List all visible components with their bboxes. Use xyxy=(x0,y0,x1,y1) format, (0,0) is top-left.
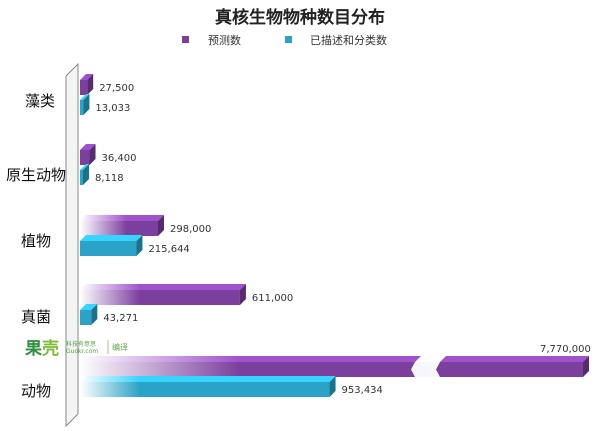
data-label: 27,500 xyxy=(99,83,134,94)
category-label: 动物 xyxy=(21,382,51,400)
chart-title: 真核生物物种数目分布 xyxy=(215,7,385,28)
watermark: 果壳 科技有意思 Guokr.com 编译 xyxy=(25,338,128,359)
data-label: 7,770,000 xyxy=(540,344,591,355)
bar-predicted xyxy=(80,356,589,377)
data-labels-group: 27,500 13,033 36,400 8,118 298,000 215,644 611… xyxy=(95,83,591,396)
bar-predicted xyxy=(80,74,94,95)
category-label: 植物 xyxy=(21,232,51,250)
data-label: 215,644 xyxy=(148,244,189,255)
bars-group xyxy=(80,74,589,397)
bar-described xyxy=(80,304,98,325)
data-label: 298,000 xyxy=(170,224,211,235)
data-label: 13,033 xyxy=(95,103,130,114)
axis-wall xyxy=(65,62,79,428)
legend-swatch-described xyxy=(285,36,292,43)
category-label: 藻类 xyxy=(25,92,55,110)
bar-described xyxy=(80,235,143,256)
watermark-sub2: Guokr.com xyxy=(66,348,98,355)
legend-label-predicted: 预测数 xyxy=(208,34,241,47)
data-label: 611,000 xyxy=(252,293,293,304)
bar-predicted xyxy=(80,284,246,305)
bar-described xyxy=(80,164,89,185)
legend-label-described: 已描述和分类数 xyxy=(310,33,387,47)
data-label: 43,271 xyxy=(103,313,138,324)
category-label: 原生动物 xyxy=(6,166,66,184)
data-label: 953,434 xyxy=(342,385,383,396)
bar-predicted xyxy=(80,215,164,236)
legend-swatch-predicted xyxy=(182,36,189,43)
watermark-sub1: 科技有意思 xyxy=(66,340,96,348)
legend: 预测数 已描述和分类数 xyxy=(182,33,387,47)
category-label: 真菌 xyxy=(21,308,51,326)
bar-described xyxy=(80,376,336,397)
watermark-logo: 果壳 xyxy=(25,338,59,359)
data-label: 8,118 xyxy=(95,173,124,184)
data-label: 36,400 xyxy=(102,153,137,164)
watermark-edit-label: 编译 xyxy=(112,342,128,352)
bar-described xyxy=(80,94,90,115)
bar-predicted xyxy=(80,144,96,165)
